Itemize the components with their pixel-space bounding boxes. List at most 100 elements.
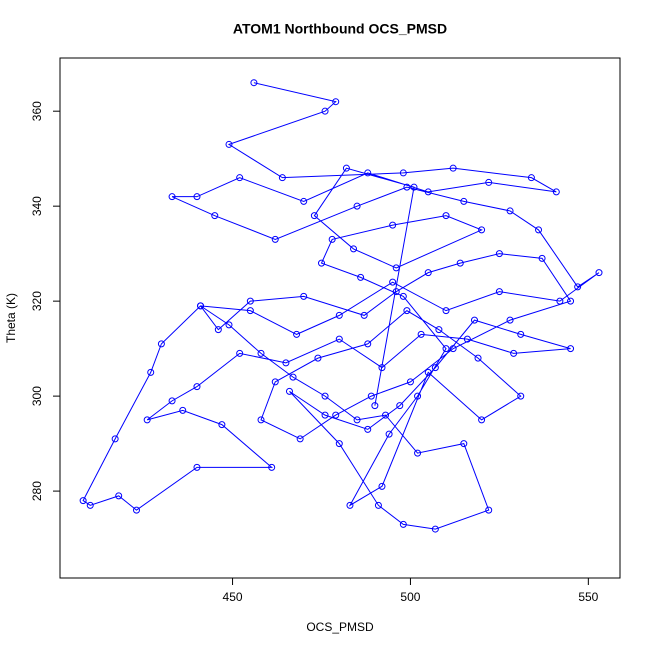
data-point [211, 212, 219, 220]
data-point [179, 406, 187, 414]
data-point [574, 283, 582, 291]
y-tick-label: 300 [30, 386, 44, 406]
data-point [556, 297, 564, 305]
data-point [335, 335, 343, 343]
data-point [406, 378, 414, 386]
data-point [214, 326, 222, 334]
data-point [442, 345, 450, 353]
data-point [403, 307, 411, 315]
data-point [392, 288, 400, 296]
data-point [353, 202, 361, 210]
data-point [396, 402, 404, 410]
data-point [360, 311, 368, 319]
data-point [342, 164, 350, 172]
data-point [474, 354, 482, 362]
data-point [285, 387, 293, 395]
data-point [485, 178, 493, 186]
data-point [111, 435, 119, 443]
data-point [293, 330, 301, 338]
data-point [332, 98, 340, 106]
data-point [268, 463, 276, 471]
data-point [310, 212, 318, 220]
data-point [246, 297, 254, 305]
data-point [424, 368, 432, 376]
data-point [431, 364, 439, 372]
data-point [364, 169, 372, 177]
data-point [371, 402, 379, 410]
data-point [463, 335, 471, 343]
data-point [414, 392, 422, 400]
data-point [236, 349, 244, 357]
data-point [314, 354, 322, 362]
y-tick-label: 340 [30, 196, 44, 216]
y-tick-label: 280 [30, 481, 44, 501]
data-point [278, 174, 286, 182]
data-point [374, 501, 382, 509]
data-point [470, 316, 478, 324]
data-point [168, 397, 176, 405]
data-point [535, 226, 543, 234]
data-point [567, 297, 575, 305]
data-point [460, 440, 468, 448]
y-tick-label: 320 [30, 291, 44, 311]
data-point [321, 411, 329, 419]
data-point [399, 292, 407, 300]
data-point [495, 288, 503, 296]
data-point [399, 169, 407, 177]
data-point [346, 501, 354, 509]
data-point [271, 378, 279, 386]
data-point [424, 269, 432, 277]
y-axis-label: Theta (K) [4, 293, 18, 343]
data-point [389, 278, 397, 286]
data-point [478, 416, 486, 424]
data-point [478, 226, 486, 234]
data-point [495, 250, 503, 258]
data-point [449, 164, 457, 172]
data-point [456, 259, 464, 267]
data-point [332, 411, 340, 419]
data-point [367, 392, 375, 400]
data-point [435, 326, 443, 334]
data-point [282, 359, 290, 367]
data-point [403, 183, 411, 191]
data-point [79, 497, 87, 505]
data-point [449, 345, 457, 353]
data-point [132, 506, 140, 514]
x-tick-label: 450 [223, 590, 243, 604]
data-point [257, 349, 265, 357]
data-point [410, 183, 418, 191]
data-point [300, 292, 308, 300]
data-point [296, 435, 304, 443]
data-point [460, 197, 468, 205]
data-point [246, 307, 254, 315]
data-point [168, 193, 176, 201]
data-point [236, 174, 244, 182]
x-tick-label: 550 [578, 590, 598, 604]
data-line [82, 82, 600, 530]
data-point [147, 368, 155, 376]
data-point [517, 392, 525, 400]
data-point [86, 501, 94, 509]
data-point [392, 264, 400, 272]
data-point [364, 340, 372, 348]
data-point [442, 307, 450, 315]
data-point [193, 463, 201, 471]
data-point [218, 421, 226, 429]
data-point [193, 383, 201, 391]
data-point [595, 269, 603, 277]
data-point [321, 392, 329, 400]
data-point [385, 430, 393, 438]
data-point [378, 364, 386, 372]
data-point [506, 316, 514, 324]
data-point [271, 235, 279, 243]
data-point [506, 207, 514, 215]
data-point [382, 411, 390, 419]
data-point [257, 416, 265, 424]
x-tick-label: 500 [400, 590, 420, 604]
data-point [567, 345, 575, 353]
data-point [197, 302, 205, 310]
data-point [417, 330, 425, 338]
